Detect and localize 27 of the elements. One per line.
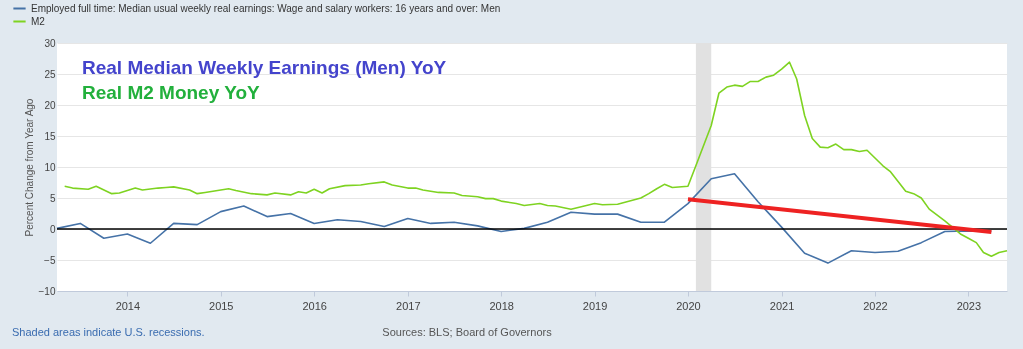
y-tick-label: 10 xyxy=(44,161,56,173)
y-tick-label: 5 xyxy=(49,192,56,204)
x-tick-label: 2018 xyxy=(489,299,514,312)
y-tick-label: 30 xyxy=(44,37,56,49)
x-tick-label: 2016 xyxy=(302,299,327,312)
source-note: Sources: BLS; Board of Governors xyxy=(382,326,553,338)
line-series xyxy=(63,61,1008,258)
y-axis-title: Percent Change from Year Ago xyxy=(23,98,35,237)
x-tick-label: 2015 xyxy=(209,299,234,312)
text: Shaded areas indicate U.S. recessions. xyxy=(12,326,205,338)
legend-label: M2 xyxy=(31,15,46,27)
y-tick-label: 15 xyxy=(44,130,56,142)
y-tick-label: −10 xyxy=(38,285,56,297)
legend-label: Employed full time: Median usual weekly real earnings: Wage and salary workers: 16 years and over: Men xyxy=(31,2,501,14)
annotation: Real M2 Money YoY xyxy=(82,82,261,103)
x-tick-label: 2019 xyxy=(582,299,608,312)
y-tick-label: 0 xyxy=(49,223,56,235)
x-tick-label: 2021 xyxy=(769,299,795,312)
y-tick-label: −5 xyxy=(44,254,56,266)
x-tick-label: 2014 xyxy=(115,299,141,312)
y-tick-label: 25 xyxy=(44,68,56,80)
x-tick-label: 2017 xyxy=(396,299,421,312)
x-tick-label: 2020 xyxy=(676,299,701,312)
x-tick-label: 2022 xyxy=(863,299,888,312)
annotation: Real Median Weekly Earnings (Men) YoY xyxy=(82,57,447,78)
x-tick-label: 2023 xyxy=(956,299,982,312)
y-tick-label: 20 xyxy=(44,99,56,111)
